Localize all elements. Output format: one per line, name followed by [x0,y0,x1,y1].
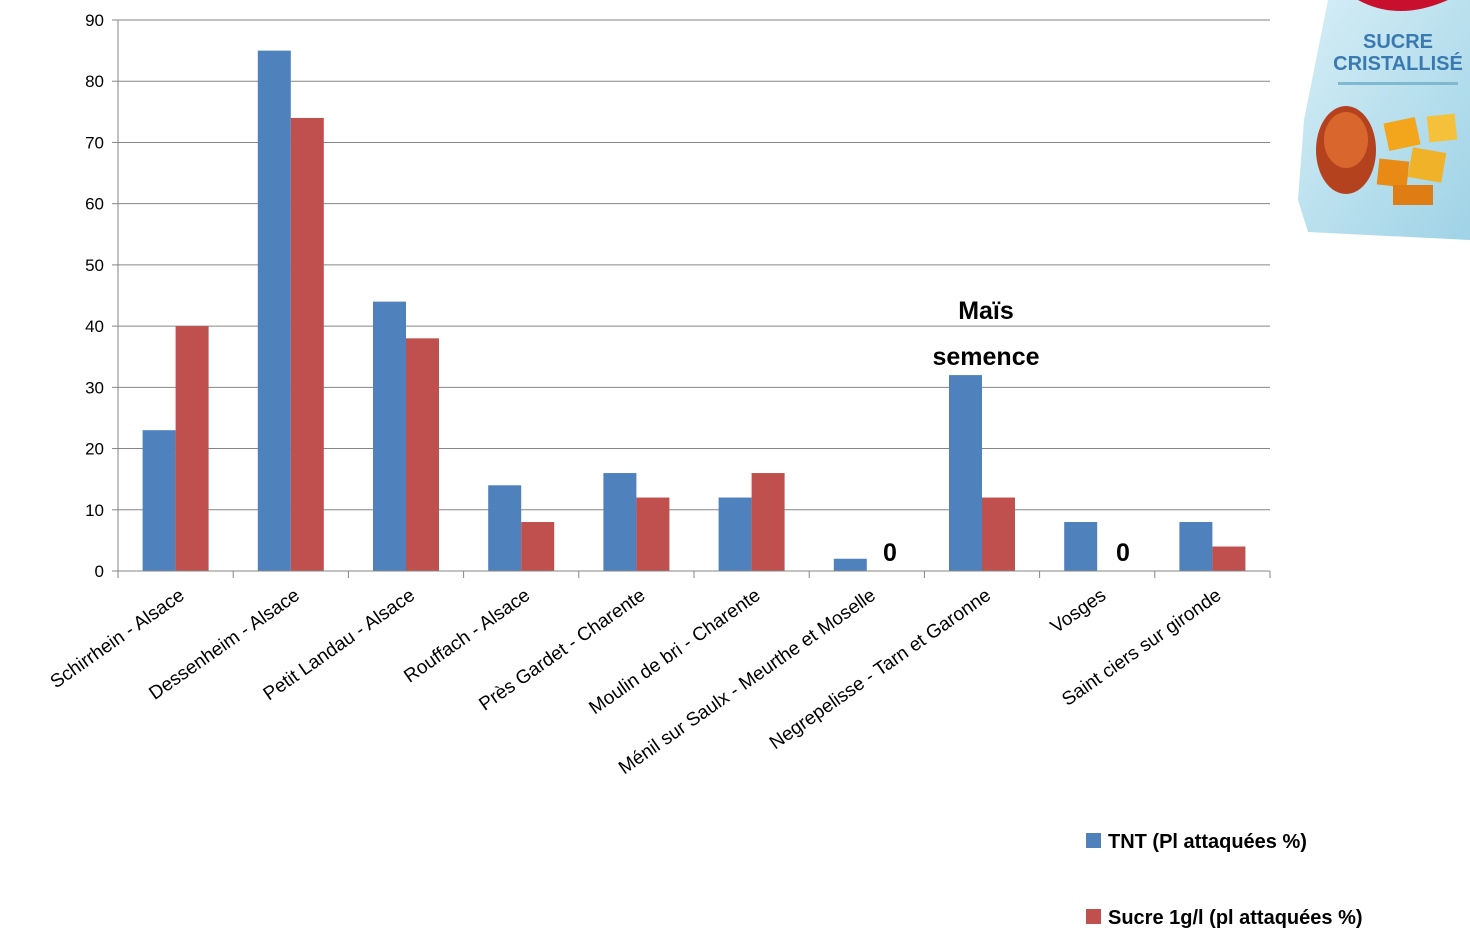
bar-tnt [603,473,637,571]
bar-tnt [488,485,522,571]
legend-label: Sucre 1g/l (pl attaquées %) [1108,907,1363,929]
y-tick-label: 10 [85,501,104,520]
x-category-label: Negrepelisse - Tarn et Garonne [766,585,995,754]
bar-sucre [751,473,785,571]
bar-tnt [373,301,406,571]
chart-annotation: 0 [883,539,897,567]
sugar-label-line2: CRISTALLISÉ [1333,52,1463,75]
y-tick-label: 50 [85,256,104,275]
legend: TNT (Pl attaquées %) Sucre 1g/l (pl attaq… [1086,831,1363,929]
y-tick-label: 90 [85,11,104,30]
y-tick-label: 40 [85,317,104,336]
bar-tnt [142,430,176,571]
chart-annotation: Maïs [958,297,1014,325]
chart-annotation: 0 [1116,539,1130,567]
bar-sucre [982,497,1015,571]
bar-sucre [290,117,324,571]
y-tick-label: 70 [85,133,104,152]
x-category-label: Vosges [1047,585,1110,638]
y-tick-label: 80 [85,72,104,91]
bar-sucre [636,497,670,571]
bar-tnt [718,497,752,571]
legend-swatch [1086,909,1101,924]
y-tick-label: 20 [85,440,104,459]
y-tick-label: 30 [85,378,104,397]
axes [117,20,1271,578]
y-tick-label: 0 [95,562,104,581]
bar-group [142,50,1246,572]
y-tick-label: 60 [85,195,104,214]
bar-sucre [1212,546,1246,571]
bar-sucre [175,326,209,571]
bar-tnt [257,50,291,572]
bar-tnt [1179,522,1213,571]
bar-tnt [949,375,982,571]
legend-swatch [1086,833,1101,848]
legend-label: TNT (Pl attaquées %) [1108,831,1307,853]
bar-tnt [1064,522,1098,571]
y-axis-ticks: 0 10 20 30 40 50 60 70 80 90 [85,11,118,581]
chart-annotation: semence [932,343,1039,371]
bar-sucre [406,338,439,571]
annotations: Maïs semence 0 0 [883,297,1130,567]
sugar-label-line1: SUCRE [1363,31,1433,53]
bar-tnt [833,558,867,571]
sugar-package-icon: SUCRE CRISTALLISÉ [1298,0,1470,240]
bar-sucre [521,522,555,571]
